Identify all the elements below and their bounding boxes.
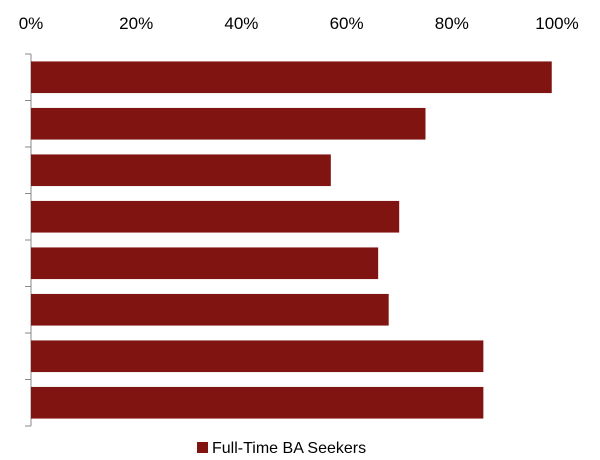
bar-series: [31, 61, 552, 419]
x-tick-label: 40%: [224, 14, 258, 33]
bar: [31, 293, 389, 326]
bar: [31, 154, 331, 187]
legend-label: Full-Time BA Seekers: [212, 440, 366, 457]
x-tick-label: 100%: [535, 14, 578, 33]
y-axis-ticks: [25, 53, 31, 427]
bar: [31, 340, 484, 373]
bar: [31, 386, 484, 419]
bar: [31, 200, 400, 233]
x-tick-label: 0%: [19, 14, 44, 33]
x-tick-label: 20%: [119, 14, 153, 33]
x-tick-label: 80%: [435, 14, 469, 33]
bar: [31, 247, 379, 280]
legend-swatch: [197, 442, 208, 453]
x-tick-label: 60%: [330, 14, 364, 33]
bar: [31, 61, 552, 94]
x-axis-tick-labels: 0% 20% 40% 60% 80% 100%: [19, 14, 579, 33]
legend: Full-Time BA Seekers: [197, 440, 366, 457]
bar: [31, 107, 426, 140]
